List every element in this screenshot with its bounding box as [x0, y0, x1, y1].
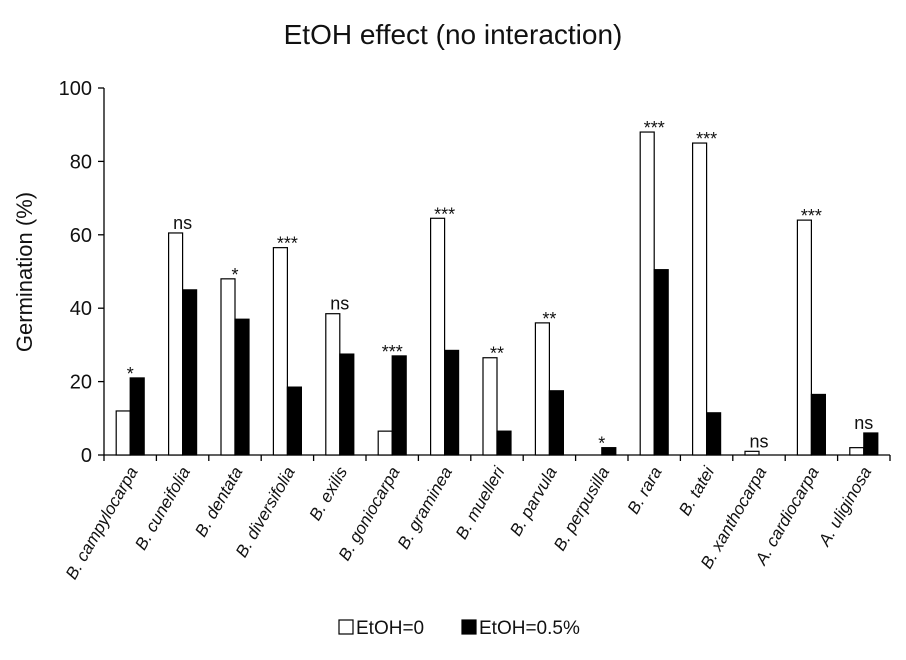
x-tick-label: B. dentata [191, 464, 246, 541]
bar-etoh-0 [482, 357, 498, 456]
significance-label: *** [801, 206, 822, 226]
significance-label: *** [382, 342, 403, 362]
bar-etoh-0-5 [496, 430, 512, 456]
x-tick-label: B. exilis [306, 463, 352, 524]
x-tick-label: B. tatei [675, 462, 719, 518]
bar-etoh-0-5 [653, 269, 669, 456]
significance-labels: *ns****ns*****************ns***ns [127, 118, 874, 454]
bar-etoh-0-5 [548, 390, 565, 456]
bar-etoh-0 [849, 447, 865, 456]
legend-swatch-etoh-0-5 [461, 619, 477, 635]
bar-etoh-0 [168, 232, 184, 456]
bar-etoh-0-5 [182, 289, 198, 456]
bar-etoh-0 [325, 313, 341, 456]
bar-etoh-0-5 [863, 432, 879, 456]
bar-etoh-0 [272, 247, 288, 456]
bar-etoh-0-5 [234, 318, 250, 456]
significance-label: *** [696, 129, 717, 149]
legend: EtOH=0 EtOH=0.5% [338, 618, 580, 639]
bar-etoh-0 [115, 410, 131, 456]
bar-etoh-0-5 [129, 377, 145, 456]
bar-etoh-0-5 [810, 393, 827, 456]
significance-label: ns [330, 294, 349, 314]
bar-etoh-0-5 [286, 386, 302, 456]
bar-etoh-0 [220, 278, 236, 456]
significance-label: ns [854, 413, 873, 433]
x-tick-label: B. cuneifolia [131, 464, 194, 554]
significance-label: * [598, 434, 605, 454]
significance-label: * [231, 265, 238, 285]
y-tick-label: 20 [70, 372, 92, 394]
chart-title: EtOH effect (no interaction) [284, 19, 623, 50]
x-tick-label: B. campylocarpa [62, 464, 142, 583]
legend-label-etoh-0: EtOH=0 [356, 618, 424, 639]
bar-etoh-0-5 [339, 353, 355, 456]
bar-etoh-0 [430, 217, 446, 456]
bar-etoh-0-5 [444, 349, 460, 456]
significance-label: *** [277, 234, 298, 254]
significance-label: ns [749, 431, 768, 451]
bar-etoh-0-5 [705, 412, 722, 456]
bar-etoh-0 [639, 131, 655, 456]
bar-etoh-0 [691, 142, 708, 456]
x-tick-label: B. parvula [506, 464, 561, 540]
y-tick-label: 60 [70, 225, 92, 247]
significance-label: ** [542, 309, 556, 329]
bar-etoh-0 [744, 450, 760, 456]
y-tick-label: 80 [70, 151, 92, 173]
x-tick-label: B. perpusilla [550, 464, 613, 555]
y-tick-label: 40 [70, 298, 92, 320]
x-tick-label: B. rara [624, 464, 666, 518]
bar-etoh-0 [796, 219, 813, 456]
significance-label: *** [644, 118, 665, 138]
significance-label: ** [490, 344, 504, 364]
bar-etoh-0 [534, 322, 551, 456]
significance-label: ns [173, 213, 192, 233]
legend-label-etoh-0-5: EtOH=0.5% [479, 618, 580, 639]
bar-etoh-0-5 [391, 355, 407, 456]
x-tick-label: A. uliginosa [814, 464, 875, 550]
bar-etoh-0-5 [601, 447, 617, 456]
significance-label: *** [434, 204, 455, 224]
x-tick-label: B. graminea [394, 463, 456, 552]
y-tick-label: 0 [81, 445, 92, 467]
y-tick-label: 100 [59, 78, 92, 100]
bar-etoh-0 [377, 430, 393, 456]
significance-label: * [127, 364, 134, 384]
x-tick-label: B. muelleri [452, 462, 509, 542]
y-axis-label: Germination (%) [12, 192, 37, 352]
bars [115, 131, 879, 456]
legend-swatch-etoh-0 [338, 619, 354, 635]
